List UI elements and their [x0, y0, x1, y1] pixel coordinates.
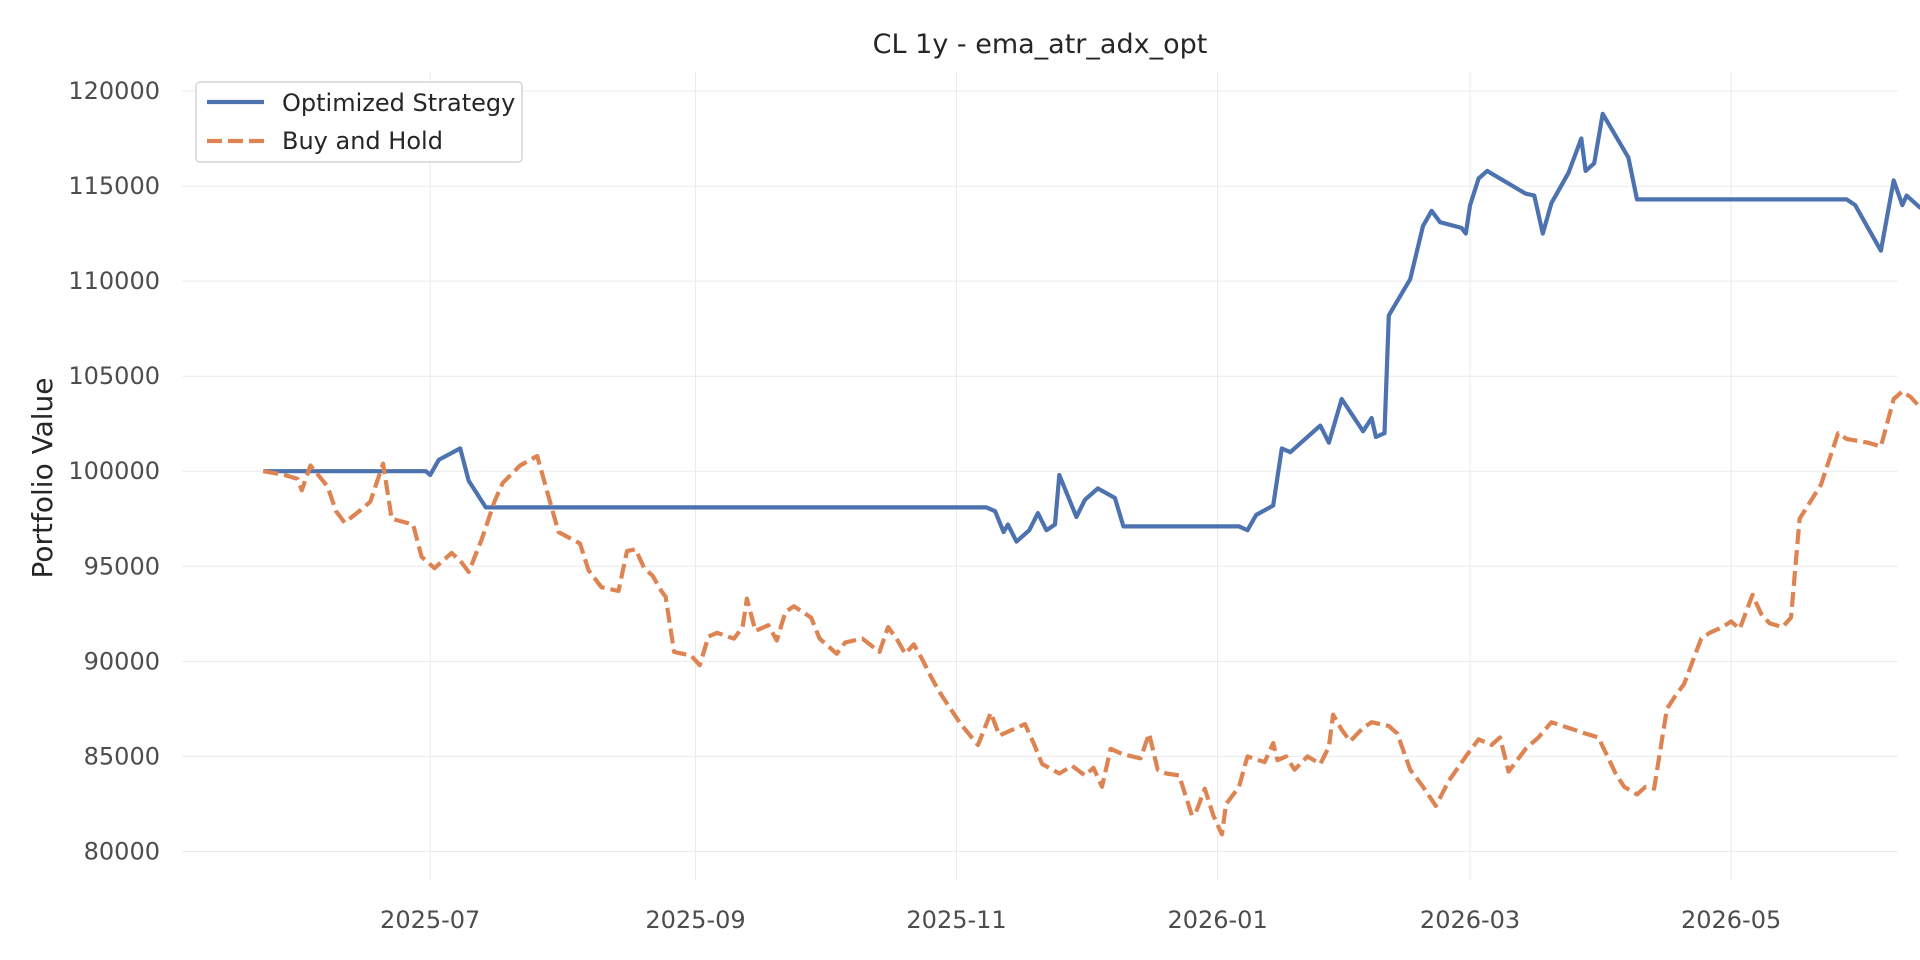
y-tick-label: 90000	[84, 647, 160, 675]
y-axis-label: Portfolio Value	[26, 378, 59, 579]
series-layer	[262, 111, 1920, 837]
y-tick-label: 95000	[84, 552, 160, 580]
chart-title: CL 1y - ema_atr_adx_opt	[873, 29, 1208, 60]
x-tick-label: 2025-09	[645, 906, 745, 934]
x-tick-label: 2025-11	[906, 906, 1006, 934]
x-tick-label: 2025-07	[380, 906, 480, 934]
x-tick-label: 2026-03	[1420, 906, 1520, 934]
y-tick-label: 85000	[84, 742, 160, 770]
x-tick-labels: 2025-07 2025-09 2025-11 2026-01 2026-03 2026-…	[380, 906, 1781, 934]
legend: Optimized Strategy Buy and Hold	[195, 81, 523, 163]
y-tick-label: 80000	[84, 837, 160, 865]
legend-label-optimized-strategy: Optimized Strategy	[282, 89, 515, 117]
y-tick-label: 110000	[68, 267, 160, 295]
legend-label-buy-and-hold: Buy and Hold	[282, 127, 443, 155]
y-tick-label: 115000	[68, 172, 160, 200]
x-tick-label: 2026-05	[1681, 906, 1781, 934]
y-tick-labels: 80000 85000 90000 95000 100000 105000 110000 11…	[68, 77, 160, 865]
legend-box	[195, 81, 523, 163]
y-tick-label: 100000	[68, 457, 160, 485]
series-line-optimized-strategy	[263, 111, 1920, 544]
y-tick-label: 120000	[68, 77, 160, 105]
series-line-buy-and-hold	[262, 389, 1920, 837]
x-tick-label: 2026-01	[1167, 906, 1267, 934]
y-tick-label: 105000	[68, 362, 160, 390]
